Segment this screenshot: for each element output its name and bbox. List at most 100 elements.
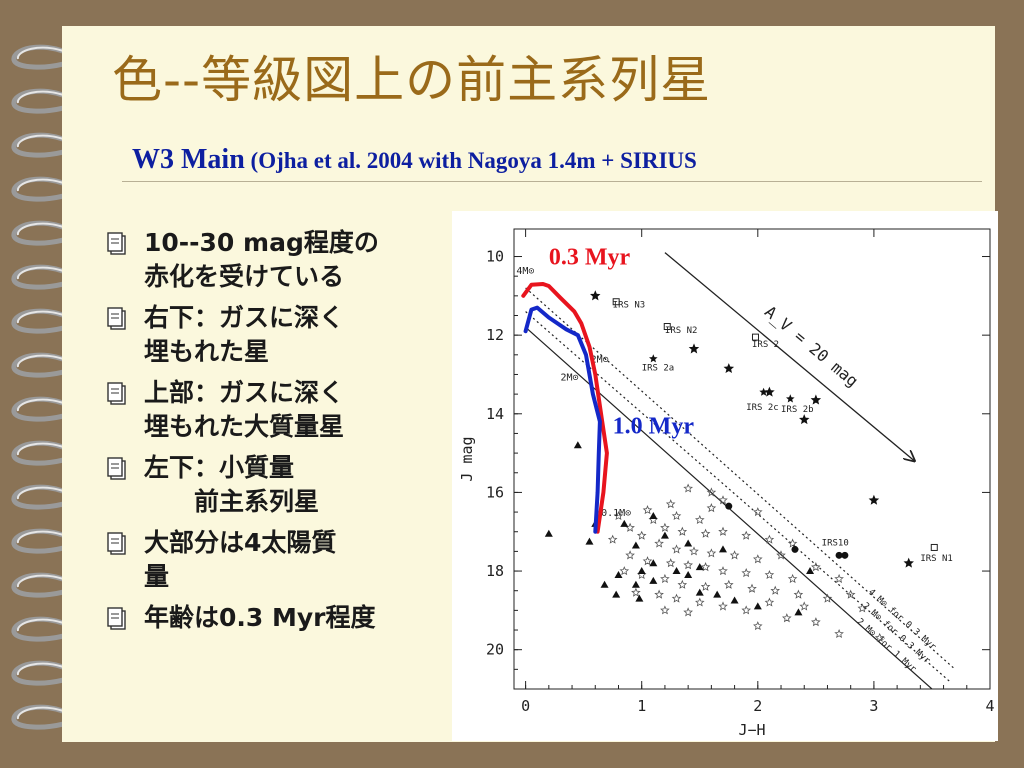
- irs-square-marker: [663, 323, 671, 331]
- y-tick-label: 12: [486, 326, 504, 344]
- spiral-ring-highlight: [17, 310, 62, 324]
- bullet-item: 大部分は4太陽質 量: [102, 526, 452, 594]
- spiral-ring-highlight: [17, 178, 62, 192]
- triangle-marker: [713, 590, 722, 598]
- bright-star-marker: [868, 494, 880, 505]
- open-star-marker: [607, 534, 618, 544]
- open-star-marker: [706, 487, 717, 497]
- open-star-marker: [695, 514, 705, 525]
- title-divider: [122, 181, 982, 182]
- triangle-marker: [794, 608, 803, 616]
- open-star-marker: [665, 499, 676, 509]
- spiral-ring: [11, 396, 62, 422]
- open-star-marker: [764, 597, 775, 607]
- mass-label: 2M⊙: [591, 355, 609, 366]
- bullet-item: 年齢は0.3 Myr程度: [102, 601, 452, 635]
- open-star-marker: [718, 566, 728, 576]
- filled-circle-marker: [725, 502, 733, 510]
- mass-label: 0.1M⊙: [601, 508, 631, 519]
- x-tick-label: 1: [637, 697, 646, 715]
- reddening-vector-arrow: [664, 252, 915, 461]
- open-star-marker: [625, 522, 635, 532]
- open-star-marker: [660, 605, 670, 615]
- open-star-marker: [729, 550, 740, 560]
- spiral-ring-highlight: [17, 134, 62, 148]
- spiral-ring: [11, 484, 62, 510]
- mass-label: 2M⊙: [560, 372, 578, 383]
- open-star-marker: [811, 617, 821, 627]
- open-star-marker: [718, 601, 728, 611]
- open-star-marker: [660, 522, 670, 532]
- open-star-marker: [782, 613, 792, 623]
- spiral-ring-highlight: [17, 90, 62, 104]
- irs-circle-marker: [835, 551, 843, 559]
- spiral-ring-highlight: [17, 398, 62, 412]
- irs-source-label: IRS N2: [665, 326, 698, 336]
- open-star-marker: [741, 605, 751, 615]
- irs-star-marker: [759, 387, 768, 396]
- spiral-ring: [11, 352, 62, 378]
- reddening-line: [525, 311, 950, 682]
- open-star-marker: [625, 550, 635, 560]
- open-star-marker: [764, 569, 775, 580]
- spiral-ring: [11, 220, 62, 246]
- bright-star-marker: [688, 343, 700, 354]
- open-star-marker: [613, 510, 624, 521]
- isochrone-label: 0.3 Myr: [549, 244, 631, 270]
- open-star-marker: [706, 503, 717, 513]
- triangle-marker: [660, 531, 669, 539]
- open-star-marker: [689, 546, 699, 556]
- notepad-bullet-icon: [107, 307, 126, 330]
- x-tick-label: 4: [985, 697, 994, 715]
- triangle-marker: [672, 567, 681, 575]
- open-star-marker: [787, 573, 798, 584]
- bullet-text: 右下：ガスに深く 埋もれた星: [144, 303, 345, 366]
- triangle-marker: [649, 559, 658, 567]
- notebook-spiral-binding: [11, 44, 62, 730]
- bright-star-marker: [903, 557, 914, 568]
- open-star-marker: [753, 507, 763, 517]
- open-star-marker: [654, 589, 664, 599]
- y-axis-label: J mag: [458, 436, 476, 481]
- open-star-marker: [671, 544, 682, 554]
- open-star-marker: [671, 510, 682, 521]
- bullet-text: 年齢は0.3 Myr程度: [144, 603, 376, 632]
- open-star-marker: [753, 621, 763, 631]
- open-star-marker: [799, 601, 809, 611]
- open-star-marker: [642, 556, 653, 566]
- filled-circle-marker: [841, 551, 849, 559]
- filled-circle-marker: [791, 545, 799, 553]
- spiral-ring-highlight: [17, 618, 62, 632]
- x-tick-label: 2: [753, 697, 762, 715]
- open-star-marker: [636, 530, 647, 540]
- irs-source-label: IRS N1: [920, 554, 953, 564]
- spiral-ring: [11, 44, 62, 70]
- notepad-bullet-icon: [107, 457, 126, 480]
- spiral-ring: [11, 528, 62, 554]
- open-star-marker: [700, 528, 711, 538]
- x-tick-label: 0: [521, 697, 530, 715]
- irs-source-label: IRS 2b: [781, 405, 814, 415]
- open-star-marker: [776, 550, 786, 560]
- open-star-marker: [747, 583, 757, 593]
- notepad-bullet-icon: [107, 232, 126, 255]
- y-tick-label: 10: [486, 248, 504, 266]
- triangle-marker: [718, 545, 727, 553]
- open-star-marker: [845, 589, 856, 599]
- spiral-ring: [11, 176, 62, 202]
- open-star-marker: [654, 538, 664, 548]
- open-star-marker: [874, 632, 885, 642]
- bullet-text: 10--30 mag程度の 赤化を受けている: [144, 228, 379, 291]
- triangle-marker: [753, 602, 762, 610]
- irs-source-label: IRS10: [822, 538, 849, 548]
- triangle-marker: [637, 567, 646, 575]
- spiral-ring: [11, 132, 62, 158]
- open-star-marker: [619, 566, 630, 576]
- triangle-marker: [620, 519, 629, 527]
- open-star-marker: [834, 573, 844, 584]
- spiral-ring-highlight: [17, 266, 62, 280]
- open-star-marker: [764, 534, 775, 544]
- open-star-marker: [706, 548, 717, 558]
- open-star-marker: [677, 579, 688, 589]
